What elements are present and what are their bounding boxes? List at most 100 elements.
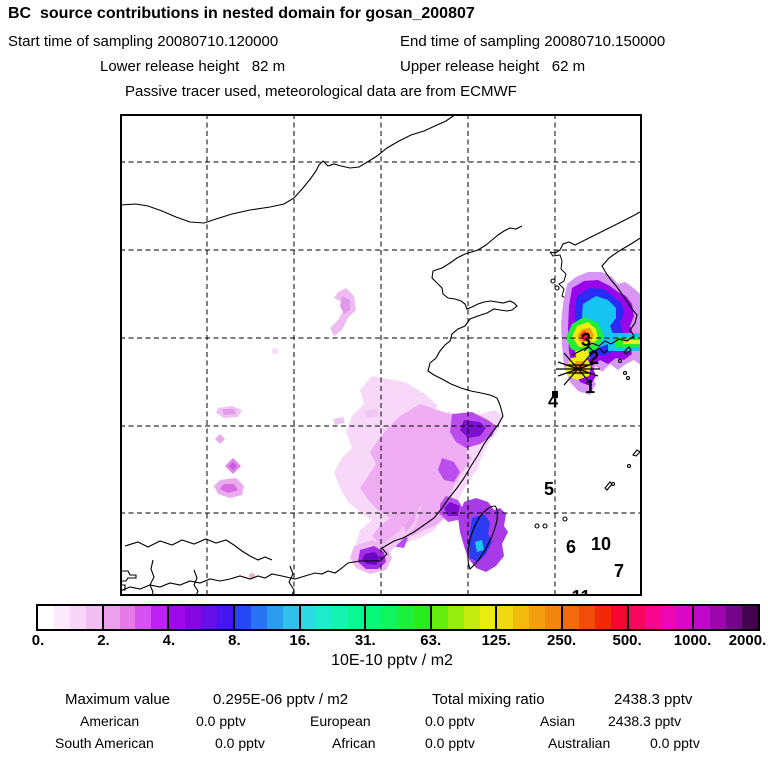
colorbar-cell xyxy=(382,606,399,629)
colorbar-cell xyxy=(413,606,430,629)
south-american-label: South American xyxy=(55,735,154,751)
receptor-label-11: 11 xyxy=(571,587,590,596)
map-plot: 12345610711 xyxy=(120,114,642,596)
asian-value: 2438.3 pptv xyxy=(608,713,682,729)
colorbar-cell xyxy=(266,606,283,629)
border-southwest xyxy=(124,538,273,561)
australian-label: Australian xyxy=(548,735,611,751)
receptor-label-10: 10 xyxy=(591,534,611,554)
total-mixing-value: 2438.3 pptv xyxy=(614,691,693,708)
american-label: American xyxy=(80,713,140,729)
colorbar-tick-label: 1000. xyxy=(673,632,712,649)
coastline-left-edge xyxy=(120,570,137,582)
island-2 xyxy=(604,481,613,491)
african-label: African xyxy=(332,735,376,751)
colorbar-cell xyxy=(398,606,414,629)
colorbar-cell xyxy=(579,606,595,629)
colorbar-cell xyxy=(644,606,661,629)
colorbar-tick-label: 8. xyxy=(228,632,241,649)
total-mixing-label: Total mixing ratio xyxy=(432,691,545,708)
colorbar-cell xyxy=(316,606,333,629)
colorbar-block-7 xyxy=(495,606,562,629)
colorbar-cell xyxy=(169,606,186,629)
upper-release-text: Upper release height 62 m xyxy=(400,58,586,75)
colorbar-tick-label: 16. xyxy=(289,632,311,649)
coastline-ne-asia xyxy=(549,210,642,254)
colorbar-tick-label: 2. xyxy=(97,632,110,649)
colorbar-block-5 xyxy=(364,606,430,629)
colorbar-cell xyxy=(103,606,120,629)
plume-korea-hotspot xyxy=(561,272,642,395)
colorbar-cell xyxy=(447,606,464,629)
colorbar-block-0 xyxy=(38,606,102,629)
plume-china-coast xyxy=(334,376,503,554)
colorbar-tick-label: 125. xyxy=(481,632,511,649)
receptor-label-7: 7 xyxy=(614,561,624,581)
colorbar-unit: 10E-10 pptv / m2 xyxy=(331,652,453,669)
coastline-vietnam-1 xyxy=(149,559,155,596)
colorbar-block-3 xyxy=(232,606,299,629)
receptor-label-6: 6 xyxy=(566,537,576,557)
receptor-label-3: 3 xyxy=(581,330,591,350)
colorbar-cell xyxy=(250,606,267,629)
colorbar-block-2 xyxy=(167,606,233,629)
colorbar-block-9 xyxy=(626,606,693,629)
european-label: European xyxy=(310,713,371,729)
island-1 xyxy=(632,449,641,457)
colorbar-ticks: 0. 2. 4. 8. 16. 31. 63. 125. 250. 500. 1000. 2000. xyxy=(32,632,767,649)
colorbar-block-4 xyxy=(298,606,365,629)
station-tick xyxy=(552,391,558,398)
colorbar-cell xyxy=(282,606,299,629)
maximum-label: Maximum value xyxy=(65,691,171,708)
colorbar-cell xyxy=(119,606,136,629)
colorbar-tick-label: 250. xyxy=(547,632,577,649)
colorbar-cell xyxy=(742,606,759,629)
american-value: 0.0 pptv xyxy=(196,713,246,729)
colorbar-block-1 xyxy=(101,606,168,629)
colorbar-tick-label: 31. xyxy=(354,632,376,649)
australian-value: 0.0 pptv xyxy=(650,735,700,751)
coastline-china-east xyxy=(120,225,523,592)
colorbar-cell xyxy=(151,606,168,629)
colorbar-block-10 xyxy=(692,606,759,629)
colorbar-cell xyxy=(694,606,711,629)
island-tsushima xyxy=(623,346,632,355)
colorbar-cell xyxy=(366,606,383,629)
colorbar-tick-label: 4. xyxy=(162,632,176,649)
end-time-text: End time of sampling 20080710.150000 xyxy=(400,33,666,50)
receptor-label-5: 5 xyxy=(544,479,554,499)
plume-inland-specks xyxy=(214,288,379,579)
colorbar-cell xyxy=(135,606,152,629)
european-value: 0.0 pptv xyxy=(425,713,475,729)
coastline-korea-south xyxy=(583,346,609,354)
coastline-taiwan xyxy=(467,505,498,570)
coastline-vietnam-3 xyxy=(288,565,295,596)
receptor-label-2: 2 xyxy=(589,348,599,368)
colorbar-cell xyxy=(332,606,349,629)
page-title: BC source contributions in nested domain… xyxy=(8,5,475,22)
colorbar-cell xyxy=(348,606,365,629)
colorbar-cell xyxy=(234,606,251,629)
colorbar-cell xyxy=(38,606,54,629)
colorbar xyxy=(36,604,760,631)
colorbar-cell xyxy=(710,606,727,629)
colorbar-cell xyxy=(431,606,448,629)
colorbar-cell xyxy=(497,606,514,629)
start-time-text: Start time of sampling 20080710.120000 xyxy=(8,33,279,50)
map-frame xyxy=(120,114,642,596)
colorbar-tick-label: 2000. xyxy=(728,632,767,649)
colorbar-cell xyxy=(185,606,202,629)
receptor-label-1: 1 xyxy=(585,377,595,397)
coastline-left-corner xyxy=(120,584,126,591)
colorbar-cell xyxy=(479,606,496,629)
coastline-vietnam-2 xyxy=(193,569,199,596)
colorbar-cell xyxy=(594,606,611,629)
colorbar-cell xyxy=(69,606,86,629)
colorbar-cell xyxy=(545,606,562,629)
coastline-korea-east xyxy=(571,236,642,356)
colorbar-cell xyxy=(628,606,645,629)
colorbar-cell xyxy=(529,606,546,629)
asian-label: Asian xyxy=(540,713,576,729)
tracer-note-text: Passive tracer used, meteorological data… xyxy=(125,83,517,100)
